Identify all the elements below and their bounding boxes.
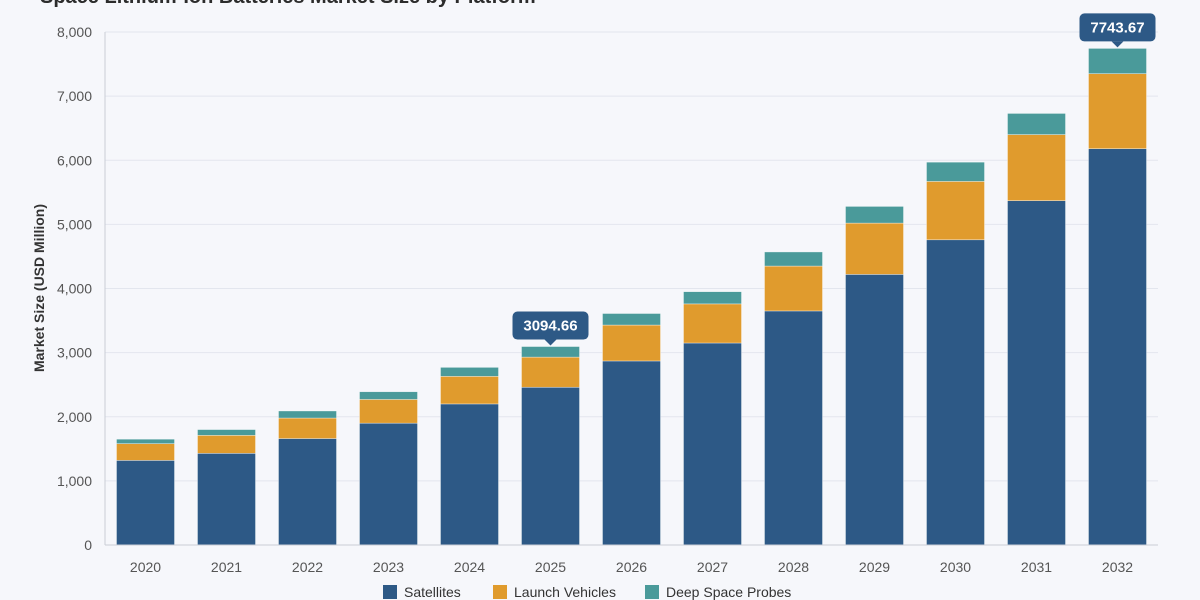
x-tick-label: 2020	[130, 559, 161, 575]
bar-launch-vehicles	[926, 181, 985, 241]
callout-box	[1079, 13, 1156, 42]
bar-satellites	[764, 310, 823, 546]
y-tick-label: 4,000	[57, 281, 92, 297]
bar-deep-space-probes	[683, 291, 742, 305]
x-tick-label: 2028	[778, 559, 809, 575]
x-tick-label: 2030	[940, 559, 971, 575]
bar-deep-space-probes	[1088, 48, 1147, 74]
bar-launch-vehicles	[683, 303, 742, 344]
bar-satellites	[926, 239, 985, 546]
bar-deep-space-probes	[521, 346, 580, 358]
legend-label: Launch Vehicles	[514, 584, 616, 600]
callout-box	[512, 311, 589, 340]
legend-item: Deep Space Probes	[645, 584, 791, 600]
callout-value: 7743.67	[1090, 19, 1144, 36]
x-tick-label: 2024	[454, 559, 485, 575]
callout-pointer	[544, 339, 557, 346]
y-tick-label: 1,000	[57, 473, 92, 489]
bar-satellites	[845, 274, 904, 546]
bar-satellites	[116, 460, 175, 546]
legend: Satellites Launch Vehicles Deep Space Prob…	[383, 584, 791, 600]
y-tick-label: 0	[84, 537, 92, 553]
y-tick-label: 6,000	[57, 152, 92, 168]
x-tick-label: 2026	[616, 559, 647, 575]
bar-launch-vehicles	[1007, 134, 1066, 201]
bar-deep-space-probes	[197, 429, 256, 436]
callouts-group: 3094.66 7743.67	[512, 13, 1156, 346]
bar-launch-vehicles	[521, 356, 580, 388]
bar-launch-vehicles	[359, 399, 418, 424]
x-tick-label: 2029	[859, 559, 890, 575]
legend-label: Deep Space Probes	[666, 584, 791, 600]
y-tick-label: 7,000	[57, 88, 92, 104]
bar-satellites	[359, 422, 418, 546]
bar-launch-vehicles	[1088, 73, 1147, 150]
bar-satellites	[197, 453, 256, 546]
legend-item: Launch Vehicles	[493, 584, 616, 600]
bar-deep-space-probes	[116, 438, 175, 444]
y-axis-label: Market Size (USD Million)	[31, 204, 47, 372]
bar-deep-space-probes	[440, 367, 499, 377]
y-tick-label: 8,000	[57, 24, 92, 40]
bar-launch-vehicles	[278, 417, 337, 439]
chart-title: Space Lithium-Ion Batteries Market Size …	[40, 0, 536, 8]
x-tick-label: 2022	[292, 559, 323, 575]
legend-label: Satellites	[404, 584, 461, 600]
legend-swatch	[493, 585, 507, 599]
bar-launch-vehicles	[116, 443, 175, 461]
bar-launch-vehicles	[845, 222, 904, 275]
y-tick-label: 3,000	[57, 345, 92, 361]
bar-satellites	[1007, 200, 1066, 546]
legend-swatch	[383, 585, 397, 599]
x-tick-label: 2032	[1102, 559, 1133, 575]
callout-value: 3094.66	[523, 318, 577, 335]
total-callout: 7743.67	[1079, 13, 1156, 48]
bar-launch-vehicles	[197, 435, 256, 454]
bar-satellites	[1088, 148, 1147, 546]
bar-deep-space-probes	[845, 206, 904, 224]
x-tick-label: 2021	[211, 559, 242, 575]
total-callout: 3094.66	[512, 311, 589, 346]
bar-satellites	[278, 438, 337, 546]
bar-satellites	[602, 360, 661, 546]
legend-swatch	[645, 585, 659, 599]
bars-group	[116, 48, 1147, 546]
bar-launch-vehicles	[440, 376, 499, 405]
bar-deep-space-probes	[278, 410, 337, 419]
axes-group: 0 1,000 2,000 3,000 4,000 5,000 6,000 7,000 8,00…	[57, 24, 1158, 575]
bar-deep-space-probes	[764, 251, 823, 267]
bar-satellites	[440, 403, 499, 546]
x-tick-label: 2027	[697, 559, 728, 575]
bar-satellites	[521, 386, 580, 546]
x-tick-label: 2031	[1021, 559, 1052, 575]
bar-deep-space-probes	[926, 161, 985, 182]
y-tick-label: 5,000	[57, 216, 92, 232]
bar-deep-space-probes	[602, 313, 661, 326]
bar-launch-vehicles	[602, 324, 661, 362]
x-tick-label: 2025	[535, 559, 566, 575]
bar-launch-vehicles	[764, 265, 823, 312]
bar-deep-space-probes	[1007, 113, 1066, 135]
y-tick-label: 2,000	[57, 409, 92, 425]
legend-item: Satellites	[383, 584, 461, 600]
callout-pointer	[1111, 41, 1124, 48]
x-tick-label: 2023	[373, 559, 404, 575]
bar-satellites	[683, 342, 742, 546]
bar-deep-space-probes	[359, 391, 418, 400]
